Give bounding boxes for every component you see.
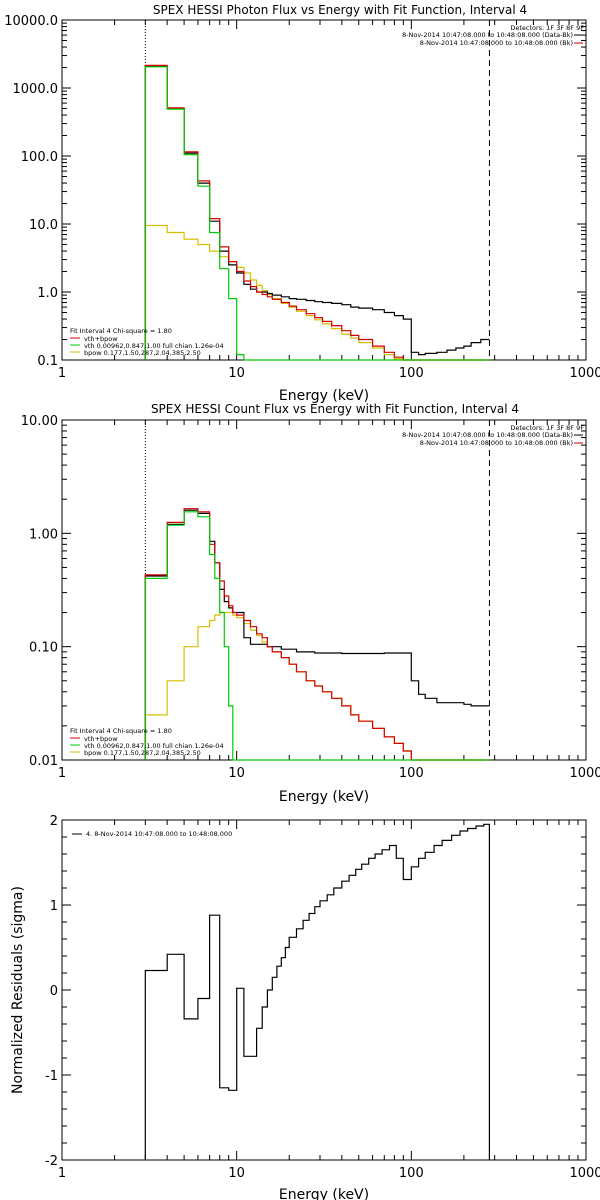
panel2-frame xyxy=(61,419,587,761)
panel2-xtick-label-2: 100 xyxy=(399,766,424,781)
panel2-ytick-label-2: 1.00 xyxy=(29,527,58,542)
panel1-xtick-label-0: 1 xyxy=(58,366,66,381)
panel3-ytick-label-4: 2 xyxy=(50,814,58,829)
panel1-xtick-label-2: 100 xyxy=(399,366,424,381)
panel2-series-vth xyxy=(144,511,490,761)
panel1-legend-top-1: 8-Nov-2014 10:47:08.000 to 10:48:08.000 … xyxy=(402,31,573,39)
panel1-legend-bottom-1: vth+bpow xyxy=(84,335,118,343)
panel1-ytick-label-5: 10000.0 xyxy=(4,14,58,29)
panel2-legend-bottom-2: vth 0.00962,0.847,1.00 full chian 1.26e-… xyxy=(84,742,224,750)
panel1-legend-bottom-0: Fit Interval 4 Chi-square = 1.80 xyxy=(70,327,172,335)
panel2-title: SPEX HESSI Count Flux vs Energy with Fit… xyxy=(151,402,519,416)
panel2-xtick-label-3: 1000 xyxy=(569,766,600,781)
panel1-series-data xyxy=(144,65,490,360)
panel1-frame xyxy=(61,19,587,361)
panel1-legend-top-2: 8-Nov-2014 10:47:08.000 to 10:48:08.000 … xyxy=(420,39,573,47)
panel2-ytick-label-1: 0.10 xyxy=(29,641,58,656)
panel1-ytick-label-4: 1000.0 xyxy=(13,82,59,97)
panel2-legend-bottom-0: Fit Interval 4 Chi-square = 1.80 xyxy=(70,727,172,735)
panel3-ytick-label-2: 0 xyxy=(50,984,58,999)
count-flux-panel: SPEX HESSI Count Flux vs Energy with Fit… xyxy=(21,402,600,805)
panel3-xtick-label-1: 10 xyxy=(228,1166,245,1181)
panel3-xtick-label-3: 1000 xyxy=(569,1166,600,1181)
panel3-ytick-label-3: 1 xyxy=(50,899,58,914)
panel3-legend-0: 4. 8-Nov-2014 10:47:08.000 to 10:48:08.0… xyxy=(86,830,232,838)
panel3-frame xyxy=(61,819,587,1161)
photon-flux-panel: SPEX HESSI Photon Flux vs Energy with Fi… xyxy=(4,3,600,404)
panel3-xtick-label-2: 100 xyxy=(399,1166,424,1181)
panel2-ytick-label-3: 10.00 xyxy=(21,414,58,429)
panel3-ylabel: Normalized Residuals (sigma) xyxy=(10,886,26,1094)
panel1-ytick-label-3: 100.0 xyxy=(21,150,58,165)
panel3-ytick-label-1: -1 xyxy=(45,1069,58,1084)
panel2-series-data xyxy=(144,509,490,760)
panel2-legend-top-1: 8-Nov-2014 10:47:08.000 to 10:48:08.000 … xyxy=(402,431,573,439)
panel3-xlabel: Energy (keV) xyxy=(279,1187,369,1200)
panel1-legend-bottom-3: bpow 0.177,1.50,287,2.04,385,2.50 xyxy=(84,349,201,357)
panel3-xtick-label-0: 1 xyxy=(58,1166,66,1181)
panel1-legend-bottom-2: vth 0.00962,0.847,1.00 full chian 1.26e-… xyxy=(84,342,224,350)
panel1-series-vth-bpow xyxy=(144,64,490,361)
panel1-title: SPEX HESSI Photon Flux vs Energy with Fi… xyxy=(153,3,527,17)
panel3-series-residuals xyxy=(144,823,490,1160)
panel2-series-vth-bpow xyxy=(144,508,490,761)
residuals-panel: 1 10 100 1000 -2 -1 0 1 2 Energy (keV) Normalize… xyxy=(10,814,600,1200)
panel1-series-vth xyxy=(144,66,490,361)
panel2-ytick-label-0: 0.01 xyxy=(29,754,58,769)
panel1-ytick-label-2: 10.0 xyxy=(29,218,58,233)
panel2-legend-bottom-3: bpow 0.177,1.50,287,2.04,385,2.50 xyxy=(84,749,201,757)
panel2-legend-bottom-1: vth+bpow xyxy=(84,735,118,743)
panel3-ytick-label-0: -2 xyxy=(45,1154,58,1169)
panel2-xtick-label-0: 1 xyxy=(58,766,66,781)
panel1-xtick-label-1: 10 xyxy=(228,366,245,381)
panel2-xtick-label-1: 10 xyxy=(228,766,245,781)
panel1-ytick-label-1: 1.0 xyxy=(37,286,58,301)
panel1-xlabel: Energy (keV) xyxy=(279,388,369,404)
panel2-legend-top-0: Detectors: 1F 3F 8F 9F xyxy=(510,424,584,432)
panel2-legend-top-2: 8-Nov-2014 10:47:08.000 to 10:48:08.000 … xyxy=(420,439,573,447)
panel2-xlabel: Energy (keV) xyxy=(279,789,369,805)
panel1-series-bpow xyxy=(144,224,490,361)
panel1-ytick-label-0: 0.1 xyxy=(37,354,58,369)
panel1-legend-top-0: Detectors: 1F 3F 8F 9F xyxy=(510,24,584,32)
panel1-xtick-label-3: 1000 xyxy=(569,366,600,381)
